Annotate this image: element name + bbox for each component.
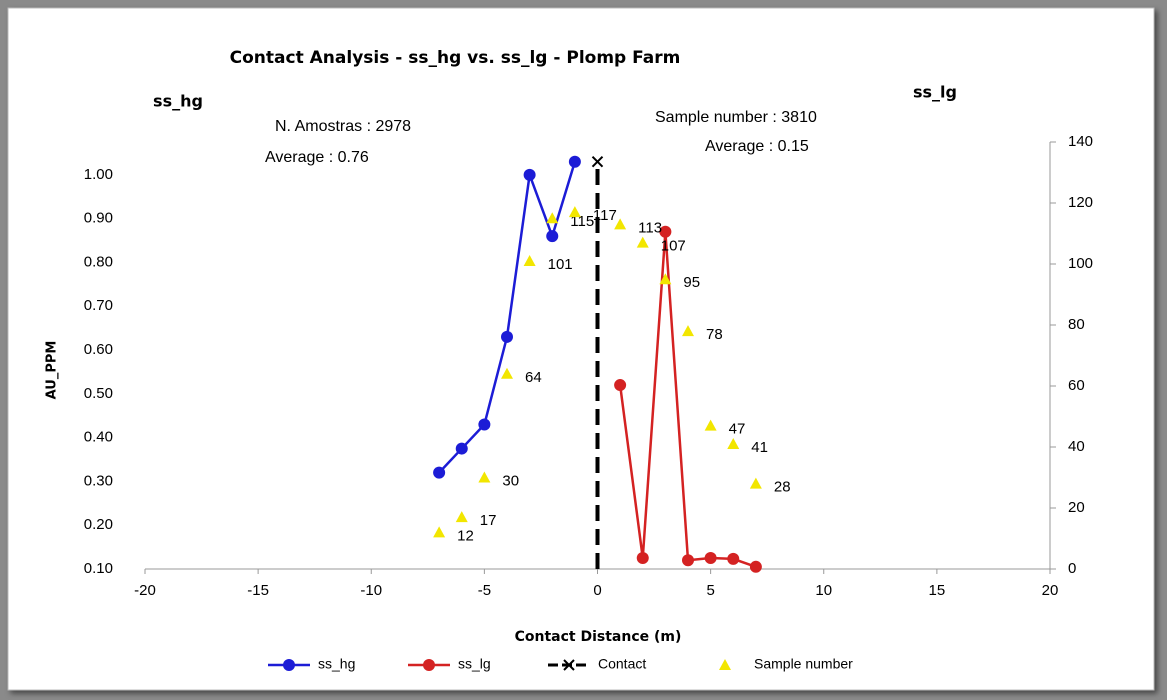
annotation: Average : 0.15 (705, 138, 809, 155)
y2-tick-label: 80 (1068, 316, 1085, 333)
data-point (682, 554, 694, 567)
y2-tick-label: 60 (1068, 377, 1085, 394)
chart-frame (7, 7, 1155, 691)
data-point (523, 168, 536, 181)
y-axis-label: AU_PPM (45, 341, 60, 400)
x-axis-label: Contact Distance (m) (515, 629, 682, 645)
data-label: 115 (570, 213, 594, 230)
legend-label: Contact (598, 656, 646, 672)
data-point (501, 330, 513, 343)
data-label: 47 (729, 421, 746, 438)
data-label: 41 (751, 439, 768, 456)
legend-label: Sample number (754, 656, 853, 672)
y-tick-label: 0.70 (84, 297, 113, 314)
x-tick-label: 20 (1042, 582, 1059, 599)
data-point (727, 437, 740, 449)
y2-tick-label: 20 (1068, 499, 1085, 516)
x-tick-label: 0 (593, 582, 601, 599)
y2-tick-label: 0 (1068, 560, 1076, 577)
x-tick-label: -5 (478, 582, 491, 599)
annotation: Sample number : 3810 (655, 109, 817, 126)
data-point (501, 367, 513, 379)
data-point (636, 236, 649, 248)
legend-label: ss_hg (318, 656, 355, 672)
data-point (478, 418, 491, 431)
data-point (614, 218, 627, 230)
y-tick-label: 0.30 (84, 472, 113, 489)
legend-marker (283, 659, 295, 671)
data-point (455, 442, 468, 455)
data-point (568, 155, 581, 168)
y-tick-label: 0.90 (84, 210, 113, 227)
data-point (727, 552, 740, 565)
data-label: 117 (593, 207, 617, 224)
data-point (614, 379, 627, 392)
data-label: 95 (683, 274, 700, 291)
legend-label: ss_lg (458, 656, 491, 672)
y-tick-label: 1.00 (84, 166, 113, 183)
y-tick-label: 0.60 (84, 341, 113, 358)
legend-marker (719, 659, 731, 670)
data-point (523, 254, 536, 266)
x-tick-label: 5 (706, 582, 714, 599)
x-tick-label: 15 (929, 582, 946, 599)
chart-title: Contact Analysis - ss_hg vs. ss_lg - Plo… (230, 48, 681, 68)
data-label: 64 (525, 369, 542, 386)
data-point (455, 511, 468, 523)
data-point (478, 471, 491, 483)
legend-marker (423, 659, 435, 671)
data-label: 78 (706, 326, 723, 343)
y2-tick-label: 140 (1068, 133, 1093, 150)
x-tick-label: 10 (815, 582, 832, 599)
data-label: 17 (480, 512, 497, 529)
y-tick-label: 0.20 (84, 516, 113, 533)
data-point (659, 225, 672, 238)
data-point (568, 206, 581, 218)
data-label: 28 (774, 479, 791, 496)
data-label: 107 (661, 238, 686, 255)
y-tick-label: 0.80 (84, 253, 113, 270)
data-point (704, 552, 717, 565)
data-label: 101 (548, 256, 573, 273)
data-label: 113 (638, 219, 662, 236)
annotation: N. Amostras : 2978 (275, 118, 411, 135)
data-point (591, 156, 604, 168)
x-tick-label: -10 (360, 582, 382, 599)
y2-tick-label: 40 (1068, 438, 1085, 455)
data-point (682, 325, 694, 337)
y-tick-label: 0.40 (84, 429, 113, 446)
data-point (546, 212, 559, 224)
y-tick-label: 0.10 (84, 560, 113, 577)
annotation: Average : 0.76 (265, 149, 369, 166)
data-point (749, 560, 762, 573)
data-point (546, 230, 559, 243)
data-point (636, 552, 649, 565)
data-point (433, 466, 446, 479)
y2-tick-label: 120 (1068, 194, 1093, 211)
data-label: 12 (457, 527, 474, 544)
data-point (433, 526, 446, 538)
data-label: 30 (502, 472, 519, 489)
x-tick-label: -15 (247, 582, 269, 599)
legend-marker (563, 659, 575, 671)
y-tick-label: 0.50 (84, 385, 113, 402)
y2-tick-label: 100 (1068, 255, 1093, 272)
data-point (704, 419, 717, 431)
right-label: ss_lg (913, 83, 957, 102)
data-point (659, 273, 672, 285)
x-tick-label: -20 (134, 582, 156, 599)
data-point (749, 477, 762, 489)
left-label: ss_hg (153, 92, 203, 111)
